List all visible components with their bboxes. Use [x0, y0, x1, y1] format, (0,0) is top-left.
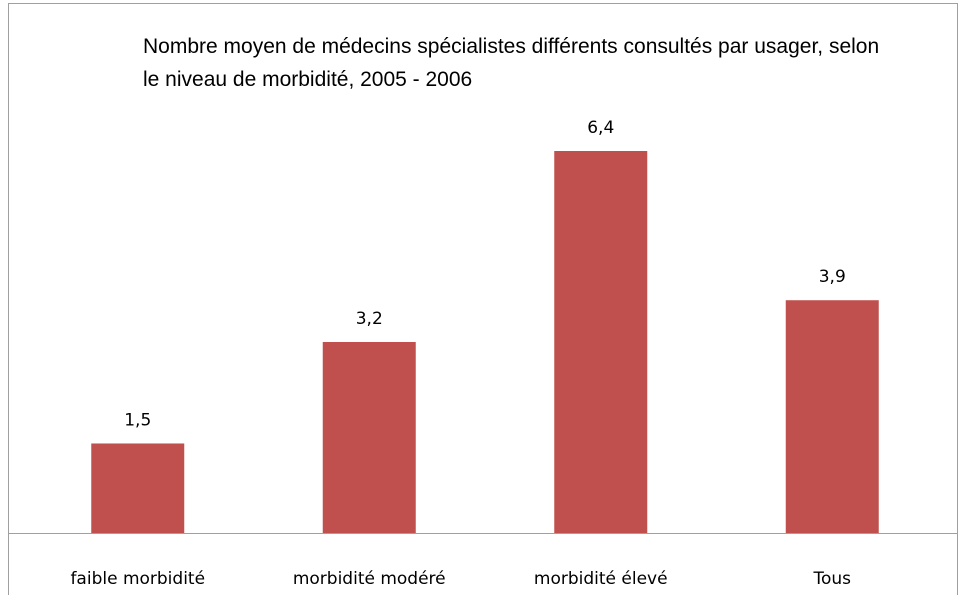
- chart-border: [8, 3, 958, 595]
- bar: [785, 300, 879, 533]
- x-tick-label: morbidité modéré: [293, 569, 446, 589]
- bar: [554, 151, 648, 533]
- value-label: 3,2: [356, 309, 383, 329]
- x-tick-label: faible morbidité: [70, 569, 205, 589]
- bar: [322, 342, 416, 533]
- value-label: 1,5: [124, 410, 151, 430]
- bar: [91, 443, 185, 533]
- value-label: 6,4: [587, 118, 614, 138]
- x-tick-label: Tous: [812, 569, 851, 589]
- chart-title: Nombre moyen de médecins spécialistes di…: [143, 35, 880, 91]
- value-label: 3,9: [819, 267, 846, 287]
- x-tick-label: morbidité élevé: [534, 569, 668, 589]
